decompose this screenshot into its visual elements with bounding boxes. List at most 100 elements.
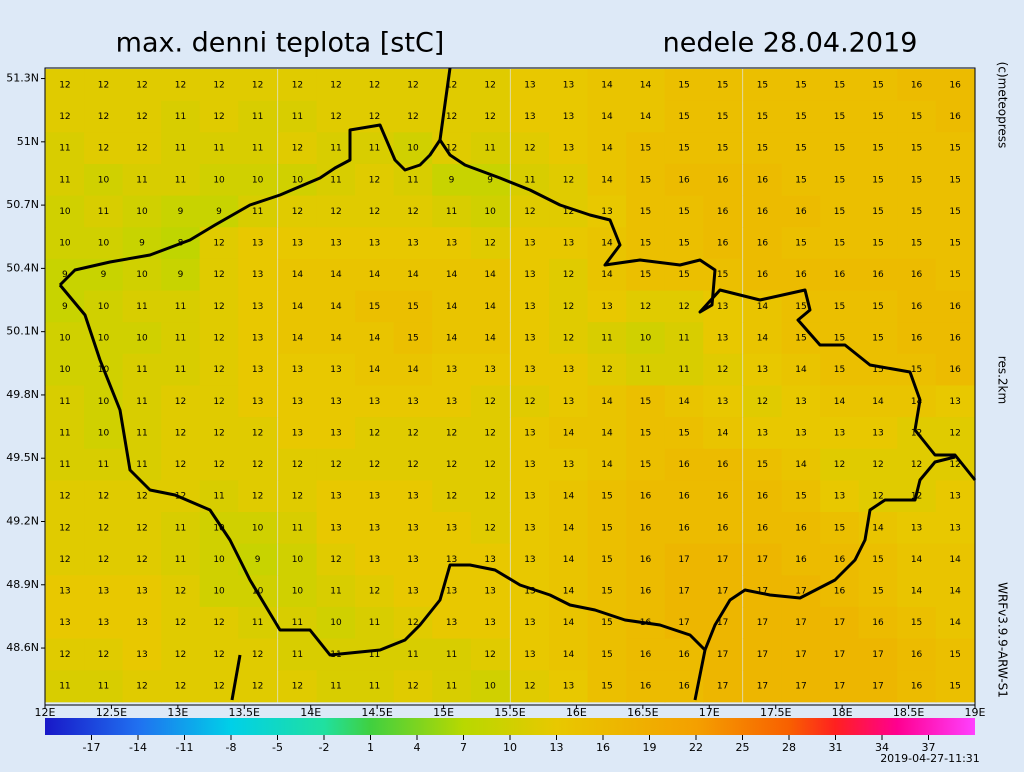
cell-value: 12: [872, 492, 883, 502]
cell-value: 13: [292, 397, 303, 407]
grid-cell: [199, 69, 239, 102]
cell-value: 11: [446, 207, 457, 217]
grid-cell: [84, 132, 124, 165]
cell-value: 15: [795, 333, 806, 343]
cell-value: 13: [252, 239, 263, 249]
chart-subtitle: nedele 28.04.2019: [663, 28, 918, 59]
cell-value: 11: [252, 112, 263, 122]
cell-value: 16: [678, 523, 690, 533]
cell-value: 13: [524, 239, 535, 249]
grid-cell: [122, 163, 162, 197]
grid-cell: [316, 385, 356, 418]
grid-cell: [199, 227, 239, 260]
grid-cell: [626, 163, 666, 197]
cell-value: 13: [136, 587, 147, 597]
cell-value: 12: [484, 397, 495, 407]
grid-cell: [432, 417, 472, 450]
grid-cell: [587, 543, 627, 576]
cell-value: 14: [757, 302, 769, 312]
x-tick-label: 18E: [832, 706, 853, 719]
grid-cell: [122, 606, 162, 640]
grid-cell: [820, 163, 860, 197]
grid-cell: [316, 195, 356, 228]
grid-cell: [743, 100, 783, 133]
cell-value: 11: [59, 682, 70, 692]
cell-value: 12: [563, 207, 574, 217]
grid-cell: [238, 417, 278, 450]
grid-cell: [355, 290, 395, 323]
cell-value: 17: [717, 650, 728, 660]
cell-value: 17: [717, 682, 728, 692]
cell-value: 13: [484, 555, 495, 565]
cell-value: 11: [524, 175, 535, 185]
grid-cell: [84, 606, 124, 640]
grid-cell: [743, 69, 783, 102]
cell-value: 16: [717, 207, 729, 217]
cell-value: 11: [292, 618, 303, 628]
colorbar-tick-label: -8: [226, 741, 237, 754]
grid-cell: [122, 322, 162, 355]
cell-value: 13: [524, 428, 535, 438]
grid-cell: [897, 100, 937, 133]
grid-cell: [316, 258, 356, 292]
y-tick-label: 49.2N: [6, 514, 39, 527]
grid-cell: [45, 132, 85, 165]
cell-value: 16: [911, 270, 923, 280]
grid-cell: [316, 322, 356, 355]
cell-value: 9: [216, 207, 222, 217]
cell-value: 12: [330, 555, 341, 565]
cell-value: 13: [330, 365, 341, 375]
grid-cell: [626, 448, 666, 481]
cell-value: 10: [98, 175, 110, 185]
grid-cell: [664, 385, 704, 418]
cell-value: 10: [136, 270, 148, 280]
grid-cell: [587, 385, 627, 418]
grid-cell: [858, 638, 898, 671]
cell-value: 15: [407, 333, 418, 343]
grid-cell: [122, 543, 162, 576]
cell-value: 13: [524, 492, 535, 502]
cell-value: 12: [175, 460, 186, 470]
cell-value: 13: [524, 555, 535, 565]
grid-cell: [935, 638, 975, 671]
colorbar-tick-label: 1: [367, 741, 374, 754]
cell-value: 13: [524, 523, 535, 533]
x-tick-label: 17E: [699, 706, 720, 719]
cell-value: 16: [757, 270, 769, 280]
grid-cell: [703, 322, 743, 355]
country-border: [58, 284, 707, 657]
cell-value: 10: [59, 333, 71, 343]
cell-value: 14: [292, 333, 304, 343]
cell-value: 13: [872, 428, 883, 438]
cell-value: 11: [446, 682, 457, 692]
grid-cell: [122, 575, 162, 608]
grid-cell: [238, 385, 278, 418]
grid-cell: [781, 258, 821, 292]
x-tick-label: 13E: [167, 706, 188, 719]
cell-value: 14: [834, 397, 846, 407]
grid-cell: [355, 132, 395, 165]
grid-cell: [935, 417, 975, 450]
cell-value: 12: [446, 428, 457, 438]
cell-value: 10: [292, 555, 304, 565]
grid-cell: [626, 353, 666, 386]
cell-value: 10: [252, 175, 264, 185]
cell-value: 16: [911, 650, 923, 660]
cell-value: 13: [717, 302, 728, 312]
grid-cell: [858, 670, 898, 703]
cell-value: 14: [407, 365, 419, 375]
grid-cell: [935, 163, 975, 197]
grid-cell: [820, 512, 860, 545]
grid-cell: [470, 227, 510, 260]
grid-cell: [510, 543, 550, 576]
grid-cell: [858, 385, 898, 418]
cell-value: 10: [213, 175, 225, 185]
cell-value: 16: [640, 492, 652, 502]
grid-cell: [587, 163, 627, 197]
grid-cell: [897, 670, 937, 703]
cell-value: 13: [292, 428, 303, 438]
grid-cell: [122, 100, 162, 133]
cell-value: 12: [484, 523, 495, 533]
cell-value: 15: [834, 365, 845, 375]
cell-value: 13: [330, 523, 341, 533]
